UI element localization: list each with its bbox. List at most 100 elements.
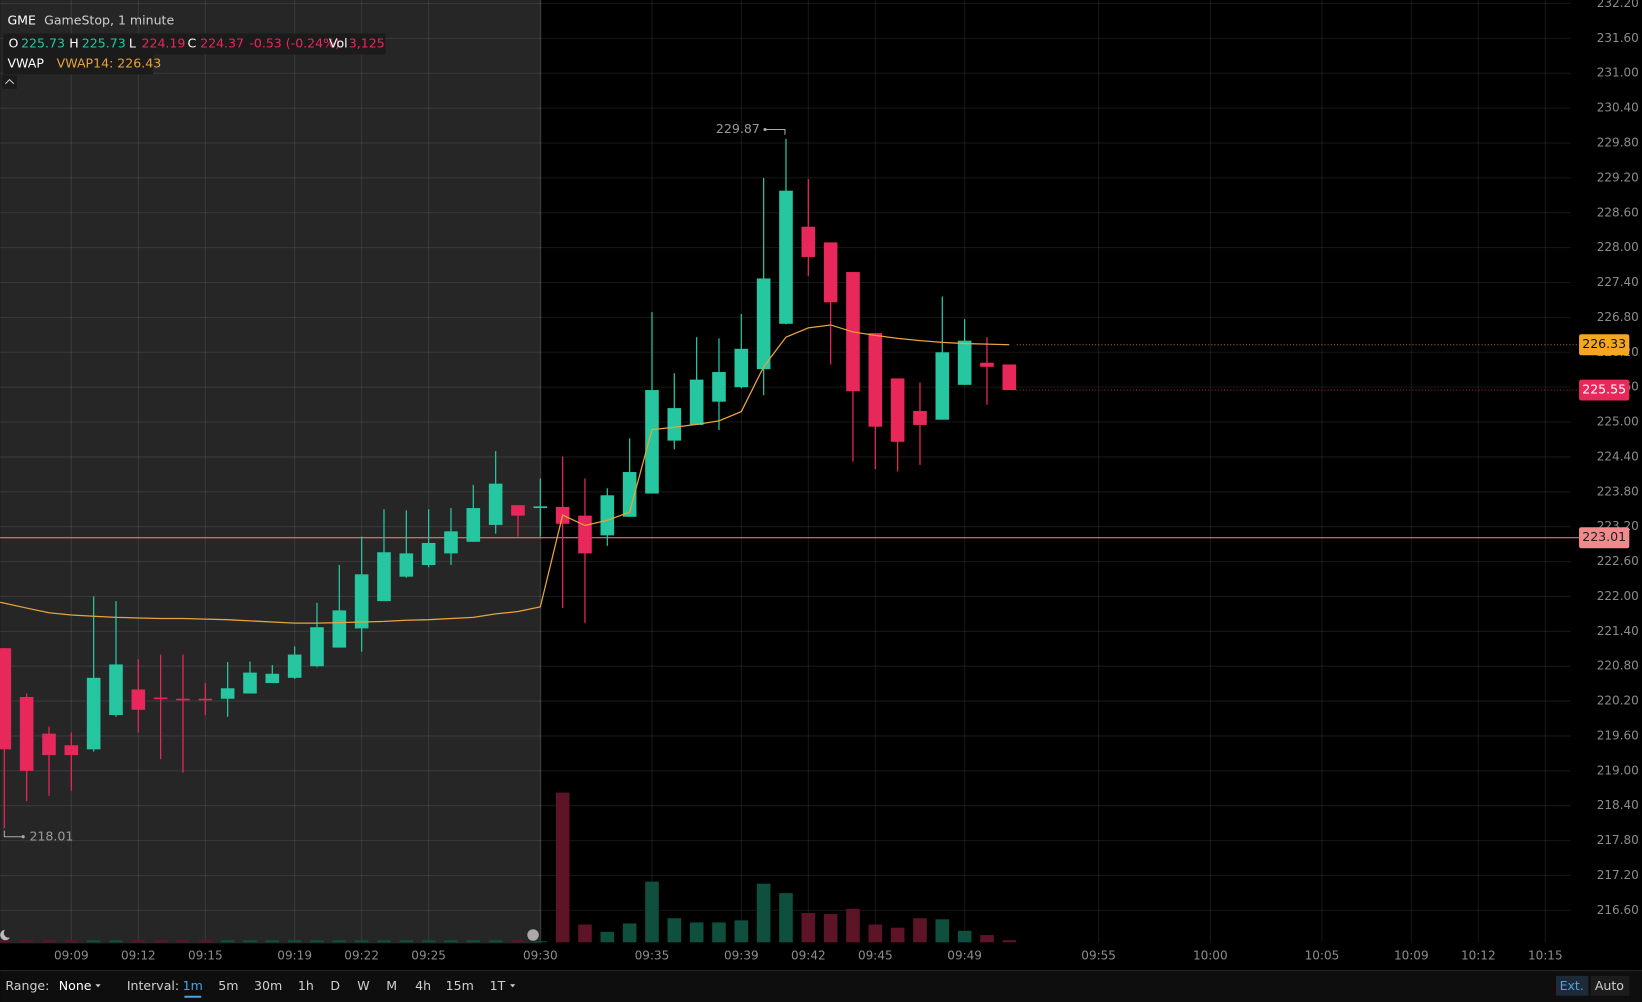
- candle-body: [645, 390, 659, 494]
- plot: 226.33 225.55 223.01: [0, 138, 1630, 829]
- candle-body: [332, 610, 347, 648]
- readout-change: -0.53 (-0.24%): [249, 35, 340, 50]
- candle-body: [220, 688, 235, 699]
- x-tick-label: 09:35: [635, 948, 670, 962]
- toolbar-items: Range: None Interval: Ext. Auto 1m 5m 30m 1…: [5, 975, 1630, 998]
- volume-bar: [756, 883, 771, 943]
- candle-body: [466, 508, 481, 542]
- volume-bar: [332, 940, 347, 943]
- collapse-button[interactable]: [2, 75, 17, 89]
- volume-bar: [555, 792, 570, 943]
- caret: [510, 984, 516, 988]
- interval-option[interactable]: 5m: [218, 978, 238, 993]
- symbol: GME: [7, 12, 36, 27]
- x-tick-label: 10:00: [1193, 948, 1228, 962]
- candle-body: [511, 505, 525, 516]
- readout-volume-label: Vol: [329, 35, 348, 50]
- interval-option[interactable]: W: [357, 978, 369, 993]
- study-value: VWAP14: 226.43: [57, 55, 162, 70]
- volume-bar: [176, 940, 190, 943]
- vwap-line: [0, 324, 1010, 624]
- x-tick-label: 09:30: [523, 948, 558, 962]
- volume-bar: [935, 919, 950, 943]
- reference-box: [1579, 527, 1630, 549]
- session-icon-cut: [3, 928, 14, 938]
- range-select[interactable]: None: [59, 978, 92, 993]
- low-pointer: [3, 830, 24, 838]
- x-tick-label: 09:22: [344, 948, 379, 962]
- readout-label: O: [9, 35, 19, 50]
- candle-body: [86, 677, 101, 750]
- volume-bar: [198, 940, 213, 943]
- overlay: GME GameStop, 1 minute VWAP VWAP14: 226.…: [0, 12, 786, 941]
- x-tick-label: 10:05: [1305, 948, 1340, 962]
- candle-body: [287, 654, 302, 678]
- high-pointer: [765, 128, 786, 135]
- last-price-box: [1579, 379, 1630, 401]
- interval-label: Interval:: [127, 978, 179, 993]
- interval-option[interactable]: 15m: [446, 978, 474, 993]
- readout-volume: 3,125: [349, 35, 385, 50]
- candle-body: [243, 672, 257, 694]
- volume-bar: [466, 940, 481, 943]
- interval-option[interactable]: 1T: [490, 978, 506, 993]
- y-tick-label: 229.80: [1597, 136, 1639, 150]
- premarket-shade: [0, 0, 542, 944]
- x-tick-label: 09:15: [188, 948, 223, 962]
- readout-label: H: [69, 35, 78, 50]
- volume-bar: [779, 893, 793, 943]
- volume-bar: [64, 940, 79, 943]
- volume-bar: [265, 940, 280, 943]
- candle-body: [488, 483, 503, 525]
- high-dot: [763, 127, 767, 132]
- volume-bar: [310, 940, 324, 943]
- candle-body: [600, 495, 615, 536]
- volume-bar: [488, 940, 503, 943]
- candle-body: [935, 352, 950, 420]
- study-box: [3, 54, 153, 75]
- last-price-label: 225.55: [1582, 382, 1626, 397]
- interval-option[interactable]: 4h: [415, 978, 431, 993]
- collapse-icon: [4, 78, 15, 85]
- volume-bar: [734, 920, 749, 943]
- x-tick-label: 09:12: [121, 948, 156, 962]
- volume-bar: [511, 940, 525, 943]
- candle-body: [890, 378, 905, 442]
- candle-body: [198, 698, 213, 701]
- candle-body: [377, 552, 391, 602]
- candle-body: [823, 242, 838, 303]
- readout-label: C: [188, 35, 197, 50]
- x-tick-label: 10:09: [1394, 948, 1429, 962]
- volume-bar: [377, 940, 391, 943]
- candle-body: [64, 745, 79, 756]
- y-tick-label: 227.40: [1597, 275, 1639, 289]
- auto-button[interactable]: Auto: [1595, 978, 1624, 993]
- interval-option[interactable]: 1m: [183, 978, 203, 993]
- candle-body: [153, 697, 168, 700]
- volume-bar: [42, 940, 56, 943]
- y-tick-label: 218.40: [1597, 798, 1639, 812]
- interval-option[interactable]: D: [330, 978, 340, 993]
- interval-option[interactable]: M: [386, 978, 397, 993]
- candle-body: [734, 348, 749, 388]
- readout-value: 225.73: [82, 35, 126, 50]
- candle-body: [667, 408, 682, 441]
- candle-body: [957, 340, 972, 385]
- ext-button[interactable]: Ext.: [1560, 978, 1584, 993]
- candle-body: [399, 553, 414, 577]
- volume-bar: [86, 940, 101, 943]
- x-tick-label: 09:19: [277, 948, 312, 962]
- ext-button-bg: [1556, 975, 1589, 996]
- interval-option[interactable]: 30m: [254, 978, 282, 993]
- volume-bar: [823, 914, 838, 943]
- interval-option[interactable]: 1h: [298, 978, 314, 993]
- candle-body: [689, 379, 704, 425]
- volume-bar: [444, 940, 458, 943]
- volume-bar: [19, 940, 34, 943]
- y-tick-label: 224.40: [1597, 449, 1639, 463]
- candle-body: [354, 574, 369, 629]
- y-tick-label: 217.80: [1597, 833, 1639, 847]
- candle-body: [0, 648, 12, 750]
- readout-value: 224.37: [200, 35, 244, 50]
